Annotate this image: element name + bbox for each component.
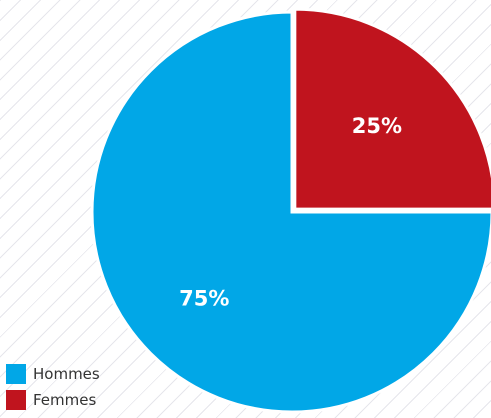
legend-label-hommes: Hommes — [33, 365, 100, 383]
data-label-hommes: 75% — [179, 287, 229, 311]
pie-slice-femmes — [293, 7, 491, 211]
legend-swatch-femmes — [6, 390, 26, 410]
legend-swatch-hommes — [6, 364, 26, 384]
data-label-femmes: 25% — [352, 114, 402, 138]
legend-item-hommes: Hommes — [6, 363, 100, 385]
legend: Hommes Femmes — [6, 363, 100, 415]
pie-slice-hommes — [90, 10, 491, 414]
legend-item-femmes: Femmes — [6, 389, 100, 411]
legend-label-femmes: Femmes — [33, 391, 97, 409]
